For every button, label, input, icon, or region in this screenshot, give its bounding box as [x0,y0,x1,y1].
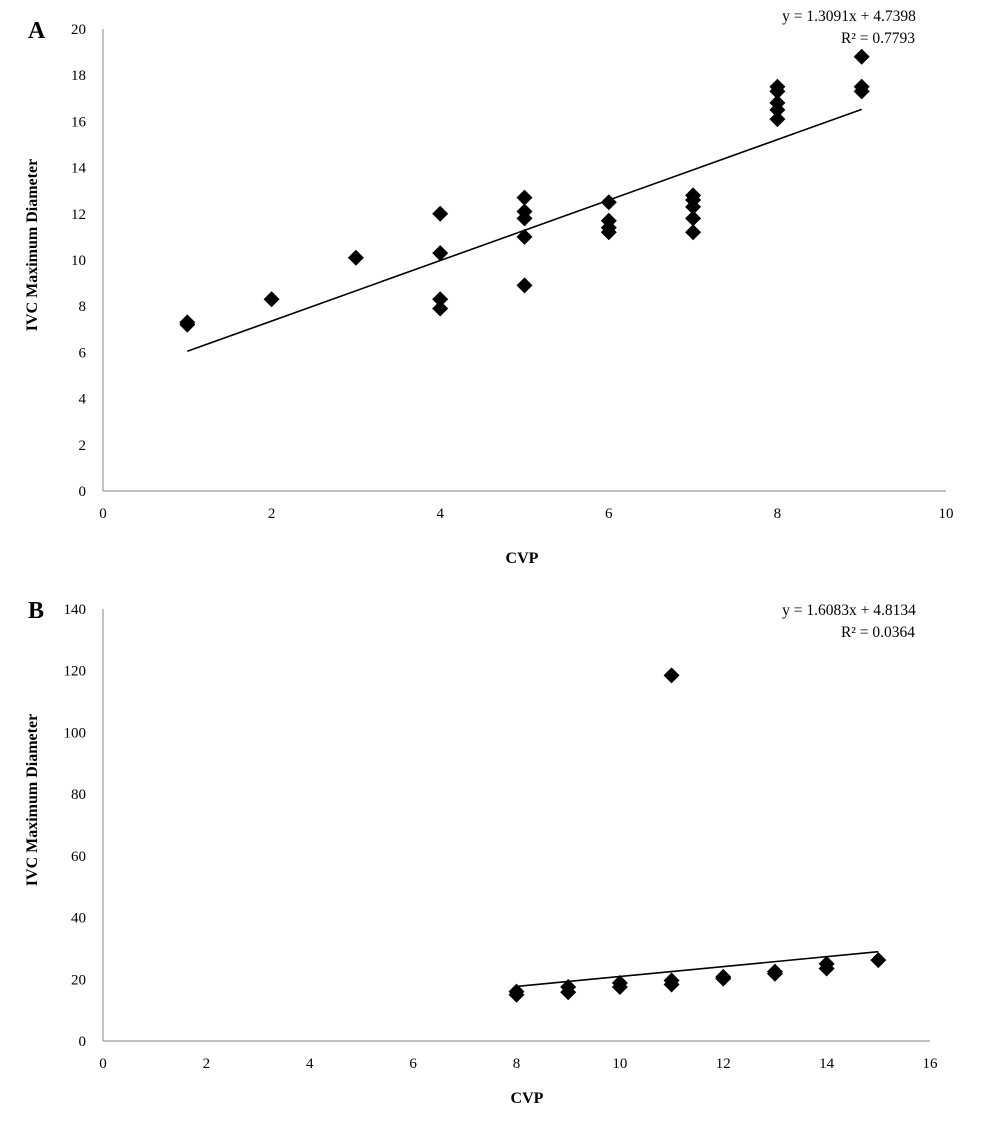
data-point [663,667,680,684]
data-point [769,83,786,100]
y-tick-label: 40 [71,911,86,927]
data-point [853,48,870,65]
data-point [769,101,786,118]
x-tick-label: 8 [513,1056,521,1072]
y-tick-label: 18 [71,68,86,84]
data-point [870,952,887,969]
y-tick-label: 16 [71,114,87,130]
data-point [508,986,525,1003]
panel-b-equation: y = 1.6083x + 4.8134 [782,602,916,619]
data-point [179,316,196,333]
panel-a-chart: A y = 1.3091x + 4.7398 R² = 0.7793 CVP I… [24,8,954,567]
y-tick-label: 6 [79,345,87,361]
x-tick-label: 0 [99,506,107,522]
panel-b-y-axis-title: IVC Maximum Diameter [24,714,41,886]
data-point [432,291,449,308]
y-tick-label: 120 [64,664,87,680]
data-point [600,194,617,211]
panel-a-y-axis-title: IVC Maximum Diameter [24,159,41,331]
y-tick-label: 4 [79,392,87,408]
data-point [560,984,577,1001]
x-tick-label: 10 [612,1056,627,1072]
data-point [611,979,628,995]
panel-a-points [179,48,870,333]
data-point [347,249,364,266]
y-tick-label: 20 [71,22,86,38]
y-tick-label: 14 [71,161,87,177]
panel-a-equation: y = 1.3091x + 4.7398 [782,8,916,25]
panel-b-r-squared: R² = 0.0364 [841,624,915,641]
data-point [663,976,680,993]
panel-b-points [508,667,887,1003]
data-point [516,189,533,206]
data-point [432,205,449,222]
data-point [766,965,783,982]
y-tick-label: 60 [71,849,86,865]
panel-b-y-ticks: 0 20 40 60 80 100 120 140 [64,602,87,1050]
panel-b-trendline [516,950,879,988]
y-tick-label: 140 [64,602,87,618]
data-point [263,291,280,308]
data-point [432,245,449,262]
x-tick-label: 14 [819,1056,835,1072]
x-tick-label: 6 [605,506,613,522]
x-tick-label: 16 [923,1056,939,1072]
x-tick-label: 0 [99,1056,107,1072]
data-point [685,210,702,227]
y-tick-label: 100 [64,725,87,741]
data-point [600,224,617,241]
x-tick-label: 2 [268,506,276,522]
data-point [516,210,533,227]
data-point [853,83,870,100]
y-tick-label: 0 [79,484,87,500]
x-tick-label: 10 [939,506,954,522]
panel-b-chart: B y = 1.6083x + 4.8134 R² = 0.0364 CVP I… [24,598,938,1107]
panel-b-label: B [28,598,44,624]
data-point [432,300,449,317]
x-tick-label: 8 [774,506,782,522]
data-point [685,198,702,215]
panel-a-r-squared: R² = 0.7793 [841,30,915,47]
x-tick-label: 6 [409,1056,417,1072]
y-tick-label: 8 [79,299,87,315]
y-tick-label: 10 [71,253,86,269]
data-point [516,228,533,245]
y-tick-label: 0 [79,1034,87,1050]
panel-a-x-axis-title: CVP [506,550,539,567]
panel-b-x-axis-title: CVP [511,1090,544,1107]
x-tick-label: 4 [306,1056,314,1072]
x-tick-label: 12 [716,1056,731,1072]
x-tick-label: 2 [203,1056,211,1072]
panel-a-y-ticks: 0 2 4 6 8 10 12 14 16 18 20 [71,22,87,500]
data-point [685,224,702,241]
data-point [715,970,732,987]
x-tick-label: 4 [436,506,444,522]
y-tick-label: 12 [71,207,86,223]
y-tick-label: 80 [71,787,86,803]
data-point [769,111,786,128]
y-tick-label: 2 [79,438,87,454]
y-tick-label: 20 [71,972,86,988]
panel-a-label: A [28,18,46,44]
panel-b-x-ticks: 0 2 4 6 8 10 12 14 16 [99,1056,938,1072]
data-point [516,277,533,294]
data-point [818,960,835,977]
panel-a-x-ticks: 0 2 4 6 8 10 [99,506,953,522]
